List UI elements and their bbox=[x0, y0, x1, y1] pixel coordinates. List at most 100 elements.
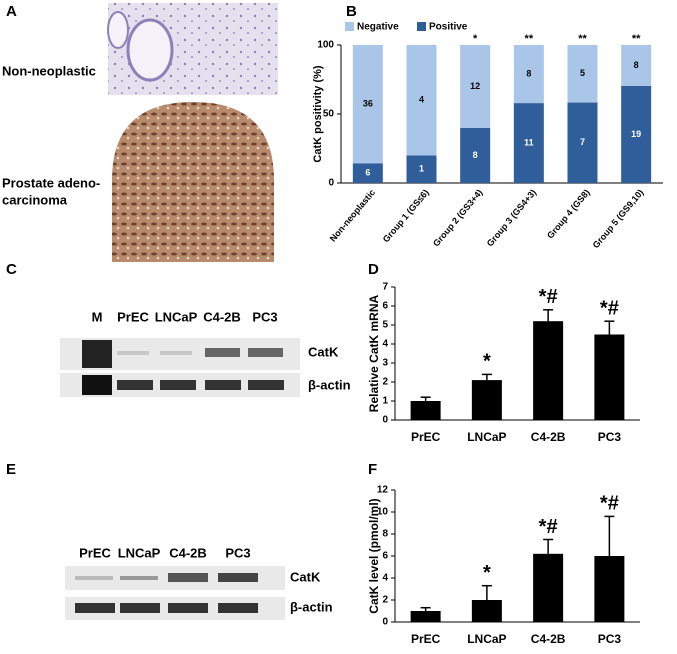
y-tick-label: 5 bbox=[382, 320, 388, 331]
lane-label: C4-2B bbox=[203, 309, 241, 324]
bar-segment bbox=[460, 45, 491, 128]
histology-image bbox=[112, 102, 274, 262]
count-label: 36 bbox=[363, 99, 373, 109]
count-label: 1 bbox=[419, 164, 424, 174]
significance: *# bbox=[539, 516, 558, 538]
x-tick-label: LNCaP bbox=[467, 430, 506, 444]
bar bbox=[533, 553, 564, 622]
count-label: 7 bbox=[580, 137, 585, 147]
bar bbox=[471, 380, 502, 420]
y-tick-label: 100 bbox=[317, 40, 334, 51]
significance: * bbox=[483, 562, 491, 584]
panel-label: B bbox=[346, 3, 357, 20]
x-tick-label: C4-2B bbox=[531, 430, 566, 444]
x-tick-label: Group 1 (GS≤6) bbox=[381, 187, 431, 244]
x-tick-label: C4-2B bbox=[531, 632, 566, 646]
x-tick-label: Group 2 (GS3+4) bbox=[431, 187, 484, 248]
bar bbox=[533, 321, 564, 420]
y-tick-label: 2 bbox=[382, 377, 388, 388]
bar bbox=[410, 611, 441, 622]
count-label: 4 bbox=[419, 95, 424, 105]
bar-segment bbox=[567, 45, 598, 103]
count-label: 19 bbox=[631, 129, 641, 139]
band-label: CatK bbox=[290, 569, 321, 584]
y-tick-label: 8 bbox=[382, 529, 388, 540]
band-label: β-actin bbox=[290, 599, 333, 614]
y-axis-label: CatK positivity (%) bbox=[312, 65, 324, 163]
lane-label: M bbox=[92, 309, 103, 324]
y-tick-label: 4 bbox=[382, 339, 388, 350]
significance: *# bbox=[539, 286, 558, 308]
lane-label: C4-2B bbox=[169, 545, 207, 560]
y-tick-label: 10 bbox=[377, 507, 389, 518]
image-label: Non-neoplastic bbox=[2, 63, 96, 78]
y-tick-label: 0 bbox=[382, 617, 388, 628]
x-tick-label: PC3 bbox=[598, 430, 622, 444]
y-tick-label: 4 bbox=[382, 573, 388, 584]
x-tick-label: Group 5 (GS9,10) bbox=[591, 187, 646, 250]
y-tick-label: 0 bbox=[328, 178, 334, 189]
x-tick-label: PrEC bbox=[411, 430, 441, 444]
y-tick-label: 6 bbox=[382, 551, 388, 562]
significance: *# bbox=[600, 493, 619, 515]
bar-segment bbox=[460, 127, 491, 183]
count-label: 12 bbox=[470, 81, 480, 91]
bar bbox=[471, 600, 502, 622]
significance: ** bbox=[632, 33, 641, 45]
bar-segment bbox=[621, 45, 652, 86]
x-tick-label: Group 3 (GS4+3) bbox=[485, 187, 538, 248]
panel-label: E bbox=[6, 461, 16, 478]
gel-bands bbox=[75, 573, 258, 613]
lane-label: PC3 bbox=[225, 545, 250, 560]
x-tick-label: Non-neoplastic bbox=[328, 187, 377, 243]
panel-label: D bbox=[368, 261, 379, 278]
x-tick-label: Group 4 (GS8) bbox=[545, 187, 592, 240]
count-label: 8 bbox=[473, 150, 478, 160]
x-tick-label: PrEC bbox=[411, 632, 441, 646]
bar-segment bbox=[406, 45, 437, 156]
panel-label: C bbox=[6, 261, 17, 278]
count-label: 5 bbox=[580, 68, 585, 78]
gland bbox=[107, 11, 129, 49]
y-tick-label: 1 bbox=[382, 396, 388, 407]
y-tick-label: 6 bbox=[382, 301, 388, 312]
y-tick-label: 50 bbox=[323, 109, 335, 120]
lane-label: PrEC bbox=[79, 545, 111, 560]
x-tick-label: PC3 bbox=[598, 632, 622, 646]
bar-segment bbox=[567, 102, 598, 183]
y-tick-label: 2 bbox=[382, 595, 388, 606]
bar-segment bbox=[513, 45, 544, 104]
lane-label: LNCaP bbox=[155, 309, 198, 324]
bar-segment bbox=[406, 155, 437, 183]
gland bbox=[126, 18, 174, 82]
lane-label: PC3 bbox=[252, 309, 277, 324]
legend-label: Positive bbox=[429, 22, 468, 33]
gel-bands bbox=[82, 340, 284, 395]
y-tick-label: 12 bbox=[377, 485, 389, 496]
lane-label: LNCaP bbox=[118, 545, 161, 560]
bar bbox=[594, 556, 625, 622]
y-tick-label: 0 bbox=[382, 415, 388, 426]
legend-swatch bbox=[417, 22, 426, 31]
count-label: 6 bbox=[365, 168, 370, 178]
image-label: carcinoma bbox=[2, 192, 68, 207]
bar-segment bbox=[513, 103, 544, 183]
bar-segment bbox=[621, 85, 652, 183]
significance: * bbox=[473, 33, 478, 45]
y-tick-label: 3 bbox=[382, 358, 388, 369]
legend-label: Negative bbox=[357, 22, 399, 33]
count-label: 8 bbox=[634, 60, 639, 70]
band-label: CatK bbox=[308, 344, 339, 359]
y-axis-label: Relative CatK mRNA bbox=[367, 294, 381, 412]
bar bbox=[410, 401, 441, 420]
panel-label: F bbox=[368, 461, 377, 478]
legend-swatch bbox=[345, 22, 354, 31]
image-label: Prostate adeno- bbox=[2, 175, 100, 190]
bar bbox=[594, 334, 625, 420]
count-label: 8 bbox=[526, 68, 531, 78]
band-label: β-actin bbox=[308, 377, 351, 392]
significance: ** bbox=[525, 33, 534, 45]
significance: ** bbox=[578, 33, 587, 45]
lane-label: PrEC bbox=[117, 309, 149, 324]
bar-segment bbox=[352, 45, 383, 164]
